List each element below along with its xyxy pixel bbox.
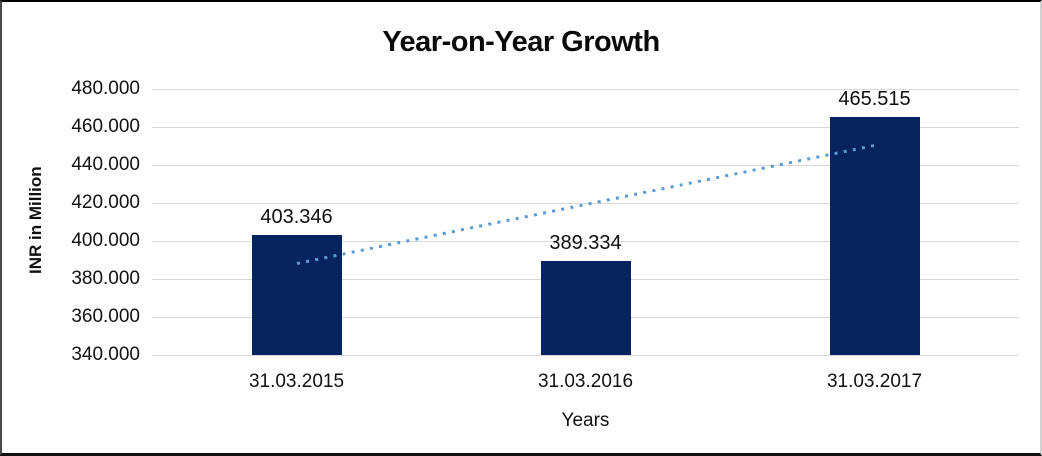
y-tick-label: 420.000: [71, 192, 140, 213]
x-tick-label: 31.03.2017: [826, 371, 923, 392]
y-tick-label: 460.000: [71, 116, 140, 137]
data-label: 389.334: [549, 232, 622, 255]
data-label: 403.346: [260, 205, 333, 228]
gridline: [152, 164, 1019, 166]
gridline: [152, 240, 1019, 242]
x-tick-label: 31.03.2015: [248, 371, 345, 392]
y-tick-label: 340.000: [71, 344, 140, 365]
x-axis-title: Years: [561, 410, 610, 431]
bar-31.03.2017: [829, 116, 920, 355]
y-tick-label: 360.000: [71, 306, 140, 327]
gridline: [152, 88, 1019, 90]
x-tick-label: 31.03.2016: [537, 371, 634, 392]
gridline: [152, 126, 1019, 128]
chart-title: Year-on-Year Growth: [382, 26, 660, 58]
y-tick-label: 400.000: [71, 230, 140, 251]
gridline: [152, 354, 1019, 356]
y-tick-label: 440.000: [71, 154, 140, 175]
plot-area: 403.346 389.334 465.515 31.03.2015 31.03.20…: [152, 87, 1019, 392]
bar-31.03.2015: [251, 234, 342, 355]
data-label: 465.515: [838, 87, 911, 110]
y-tick-label: 480.000: [71, 78, 140, 99]
y-tick-label: 380.000: [71, 268, 140, 289]
bar-31.03.2016: [540, 261, 631, 355]
